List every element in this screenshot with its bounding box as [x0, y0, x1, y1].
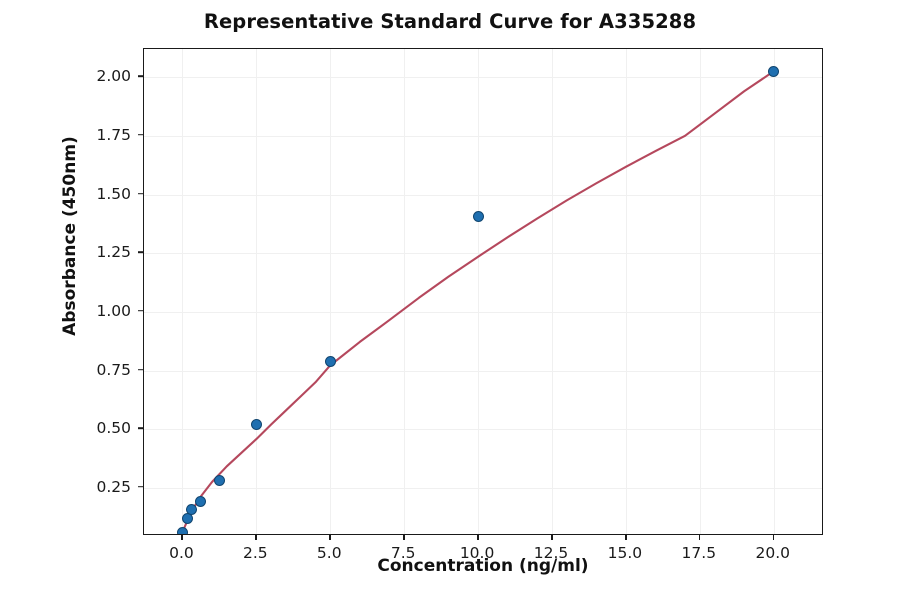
x-tick-label: 2.5 [243, 544, 268, 562]
data-point [250, 418, 262, 430]
x-tick-label: 0.0 [169, 544, 194, 562]
plot-area [143, 48, 823, 535]
x-tick-label: 12.5 [533, 544, 569, 562]
grid-line-horizontal [144, 487, 822, 489]
x-tick-mark [772, 535, 775, 540]
x-tick-mark [329, 535, 331, 540]
x-tick-label: 10.0 [459, 544, 495, 562]
grid-line-horizontal [144, 370, 822, 372]
y-tick-mark [138, 486, 143, 488]
y-tick-label: 2.00 [96, 67, 131, 86]
y-tick-label: 1.25 [96, 243, 131, 262]
x-tick-mark [403, 535, 405, 540]
y-tick-mark [138, 75, 143, 77]
grid-line-vertical [256, 49, 258, 534]
grid-line-horizontal [144, 194, 822, 196]
data-point [472, 211, 484, 223]
chart-title: Representative Standard Curve for A33528… [203, 10, 697, 33]
y-tick-mark [138, 427, 143, 429]
data-point [186, 503, 198, 515]
y-tick-mark [138, 134, 143, 136]
y-tick-mark [138, 368, 143, 371]
x-tick-mark [698, 535, 701, 540]
grid-line-horizontal [144, 429, 822, 431]
y-tick-mark [138, 251, 143, 253]
grid-line-vertical [182, 49, 184, 534]
grid-line-vertical [699, 49, 701, 534]
x-tick-label: 7.5 [390, 544, 416, 562]
y-tick-mark [138, 192, 143, 195]
y-tick-label: 1.75 [96, 125, 131, 144]
x-tick-label: 15.0 [607, 544, 643, 562]
x-tick-mark [624, 535, 627, 540]
x-tick-mark [255, 535, 257, 540]
grid-line-horizontal [144, 135, 822, 137]
grid-line-vertical [404, 49, 406, 534]
data-point [176, 526, 188, 534]
x-tick-label: 20.0 [755, 544, 790, 562]
y-tick-mark [138, 310, 143, 312]
x-tick-mark [551, 535, 553, 540]
fitted-curve [181, 70, 775, 534]
x-tick-label: 5.0 [316, 544, 342, 562]
y-tick-label: 1.00 [96, 301, 131, 320]
y-tick-label: 0.50 [96, 419, 131, 438]
grid-line-vertical [773, 49, 775, 534]
grid-line-horizontal [144, 311, 822, 313]
x-tick-mark [477, 535, 479, 540]
grid-line-vertical [552, 49, 553, 534]
y-tick-label: 1.50 [96, 184, 131, 203]
y-axis-label: Absorbance (450nm) [60, 136, 80, 336]
data-point [213, 474, 225, 486]
x-tick-mark [181, 535, 184, 540]
data-point [324, 356, 336, 368]
data-point [195, 495, 207, 507]
y-tick-label: 0.25 [96, 477, 131, 496]
x-axis-label: Concentration (ng/ml) [377, 556, 589, 576]
x-tick-label: 17.5 [681, 544, 717, 562]
grid-line-vertical [330, 49, 332, 534]
grid-line-vertical [625, 49, 627, 534]
y-tick-label: 0.75 [96, 360, 131, 379]
data-point [768, 65, 780, 77]
grid-line-horizontal [144, 77, 822, 79]
grid-line-vertical [478, 49, 480, 534]
